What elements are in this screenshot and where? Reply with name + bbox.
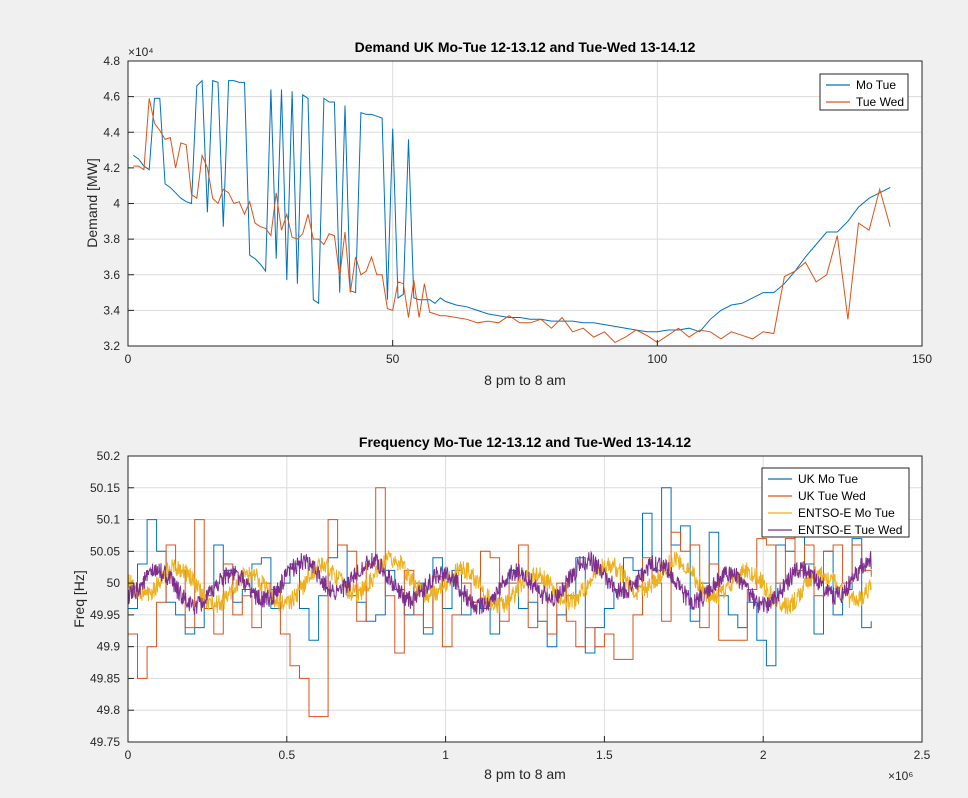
y-tick-label: 50.2 — [97, 449, 121, 463]
x-tick-label: 1.5 — [596, 748, 613, 762]
y-tick-label: 50.05 — [90, 544, 120, 558]
y-tick-label: 3.8 — [103, 232, 120, 246]
legend-entry-label: ENTSO-E Tue Wed — [798, 523, 902, 537]
frequency-x-exponent: ×10⁶ — [888, 769, 913, 783]
x-tick-label: 2 — [760, 748, 767, 762]
frequency-legend[interactable]: UK Mo Tue UK Tue Wed ENTSO-E Mo Tue ENTSO-E… — [761, 467, 910, 538]
demand-y-exponent: ×10⁴ — [128, 45, 154, 59]
y-tick-label: 50 — [107, 576, 121, 590]
frequency-axes[interactable]: 0 0.5 1 1.5 2 2.5 49.75 49.8 49.85 49.9 49.95 50 50.… — [71, 434, 931, 783]
y-tick-label: 4.6 — [103, 90, 120, 104]
x-tick-label: 0 — [125, 352, 132, 366]
series-line-tue-wed — [133, 98, 891, 344]
y-tick-label: 49.95 — [90, 608, 120, 622]
series-line-mo-tue — [133, 79, 891, 333]
y-tick-label: 3.4 — [103, 303, 120, 317]
y-tick-label: 3.2 — [103, 339, 120, 353]
y-tick-label: 3.6 — [103, 268, 120, 282]
demand-x-axis-label: 8 pm to 8 am — [484, 372, 566, 388]
frequency-y-axis-label: Freq [Hz] — [71, 570, 87, 628]
legend-entry-label: UK Tue Wed — [798, 489, 866, 503]
x-tick-label: 100 — [647, 352, 667, 366]
demand-gridlines — [128, 61, 922, 346]
x-tick-label: 0 — [125, 748, 132, 762]
frequency-chart-title: Frequency Mo-Tue 12-13.12 and Tue-Wed 13… — [359, 434, 691, 450]
y-tick-label: 4 — [113, 197, 120, 211]
x-tick-label: 1 — [442, 748, 449, 762]
frequency-x-axis-label: 8 pm to 8 am — [484, 766, 566, 782]
frequency-tick-labels: 0 0.5 1 1.5 2 2.5 49.75 49.8 49.85 49.9 49.95 50 50.… — [90, 449, 931, 762]
legend-entry-label: ENTSO-E Mo Tue — [798, 506, 895, 520]
y-tick-label: 4.8 — [103, 54, 120, 68]
demand-legend[interactable]: Mo Tue Tue Wed — [819, 73, 909, 111]
x-tick-label: 150 — [912, 352, 932, 366]
demand-axes[interactable]: 0 50 100 150 3.2 3.4 3.6 3.8 4 4.2 4.4 4.6 4.8 Deman… — [84, 39, 932, 388]
x-tick-label: 50 — [386, 352, 400, 366]
demand-chart-title: Demand UK Mo-Tue 12-13.12 and Tue-Wed 13… — [355, 39, 696, 55]
demand-series-lines — [133, 79, 891, 344]
y-tick-label: 49.75 — [90, 735, 120, 749]
y-tick-label: 49.85 — [90, 671, 120, 685]
legend-entry-label: Tue Wed — [856, 95, 904, 109]
series-line-uk-tue-wed — [128, 487, 872, 718]
y-tick-label: 4.4 — [103, 125, 120, 139]
y-tick-label: 49.8 — [97, 703, 121, 717]
y-tick-label: 4.2 — [103, 161, 120, 175]
legend-entry-label: UK Mo Tue — [798, 472, 858, 486]
series-line-entso-e-tue-wed — [128, 550, 872, 616]
y-tick-label: 49.9 — [97, 640, 121, 654]
y-tick-label: 50.1 — [97, 513, 121, 527]
x-tick-label: 0.5 — [278, 748, 295, 762]
demand-y-axis-label: Demand [MW] — [84, 158, 100, 247]
legend-entry-label: Mo Tue — [856, 78, 896, 92]
y-tick-label: 50.15 — [90, 481, 120, 495]
demand-tick-labels: 0 50 100 150 3.2 3.4 3.6 3.8 4 4.2 4.4 4.6 4.8 — [103, 54, 932, 366]
series-line-entso-e-mo-tue — [128, 549, 872, 615]
x-tick-label: 2.5 — [914, 748, 931, 762]
frequency-series-lines — [128, 480, 872, 718]
